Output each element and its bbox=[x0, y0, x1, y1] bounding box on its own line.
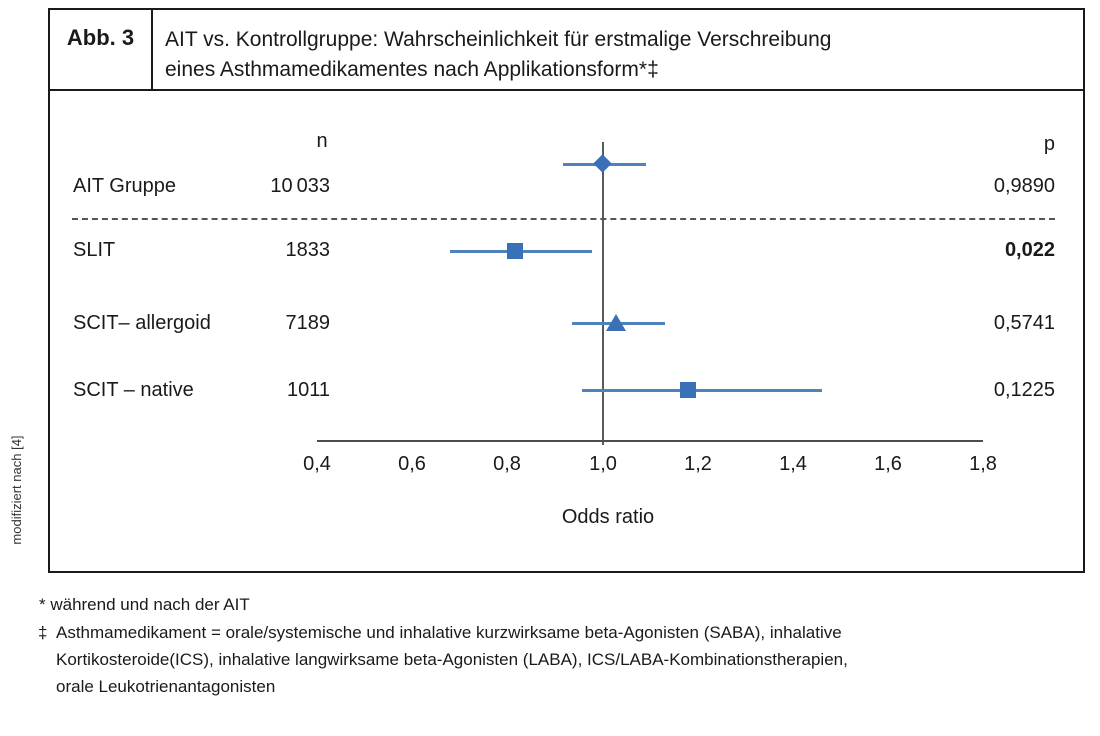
p-value-slit: 0,022 bbox=[1004, 239, 1055, 261]
or-marker-square-scit-native bbox=[680, 382, 696, 398]
source-note: modifiziert nach [4] bbox=[9, 435, 24, 545]
figure-title: AIT vs. Kontrollgruppe: Wahrscheinlichke… bbox=[153, 10, 1083, 89]
n-value-slit: 1833 bbox=[285, 239, 331, 261]
figure-box: Abb. 3 AIT vs. Kontrollgruppe: Wahrschei… bbox=[48, 8, 1085, 573]
x-tick-1.0: 1,0 bbox=[589, 453, 617, 475]
ci-bar-scit-native bbox=[582, 389, 822, 392]
x-axis-label: Odds ratio bbox=[561, 506, 655, 528]
footnote-asterisk: * während und nach der AIT bbox=[39, 595, 250, 614]
n-value-ait-gruppe: 10 033 bbox=[270, 175, 330, 197]
x-tick-0.6: 0,6 bbox=[398, 453, 426, 475]
footnote-dagger-line1: Asthmamedikament = orale/systemische und… bbox=[56, 623, 842, 642]
figure-title-line2: eines Asthmamedikamentes nach Applikatio… bbox=[165, 58, 659, 81]
or-marker-triangle-scit-allergoid bbox=[606, 314, 626, 331]
or-marker-diamond-ait-gruppe bbox=[593, 154, 612, 173]
figure-tag: Abb. 3 bbox=[50, 10, 153, 89]
x-tick-0.8: 0,8 bbox=[493, 453, 521, 475]
x-tick-1.4: 1,4 bbox=[779, 453, 807, 475]
x-tick-1.6: 1,6 bbox=[874, 453, 902, 475]
p-value-scit-allergoid: 0,5741 bbox=[993, 312, 1055, 334]
x-axis-line bbox=[317, 440, 983, 442]
dashed-separator bbox=[72, 218, 1055, 220]
row-label-ait-gruppe: AIT Gruppe bbox=[73, 175, 177, 197]
x-tick-1.2: 1,2 bbox=[684, 453, 712, 475]
forest-plot: n p AIT Gruppe 10 033 0,9890 SLIT 1833 0… bbox=[50, 91, 1083, 571]
column-header-p: p bbox=[1043, 133, 1055, 155]
footnote-double-dagger-icon: ‡ bbox=[38, 623, 48, 642]
n-value-scit-native: 1011 bbox=[286, 379, 330, 401]
footnote-dagger-line2: Kortikosteroide(ICS), inhalative langwir… bbox=[56, 650, 848, 669]
row-label-slit: SLIT bbox=[73, 239, 116, 261]
n-value-scit-allergoid: 7189 bbox=[285, 312, 331, 334]
p-value-ait-gruppe: 0,9890 bbox=[993, 175, 1055, 197]
reference-line-1.0 bbox=[602, 142, 604, 445]
row-label-scit-allergoid: SCIT– allergoid bbox=[73, 312, 211, 334]
footnote-dagger-line3: orale Leukotrienantagonisten bbox=[56, 677, 276, 696]
column-header-n: n bbox=[316, 130, 328, 152]
figure-header: Abb. 3 AIT vs. Kontrollgruppe: Wahrschei… bbox=[50, 10, 1083, 91]
row-label-scit-native: SCIT – native bbox=[73, 379, 194, 401]
or-marker-square-slit bbox=[507, 243, 523, 259]
figure-title-line1: AIT vs. Kontrollgruppe: Wahrscheinlichke… bbox=[165, 28, 832, 51]
x-tick-1.8: 1,8 bbox=[969, 453, 997, 475]
p-value-scit-native: 0,1225 bbox=[993, 379, 1055, 401]
x-tick-0.4: 0,4 bbox=[303, 453, 331, 475]
